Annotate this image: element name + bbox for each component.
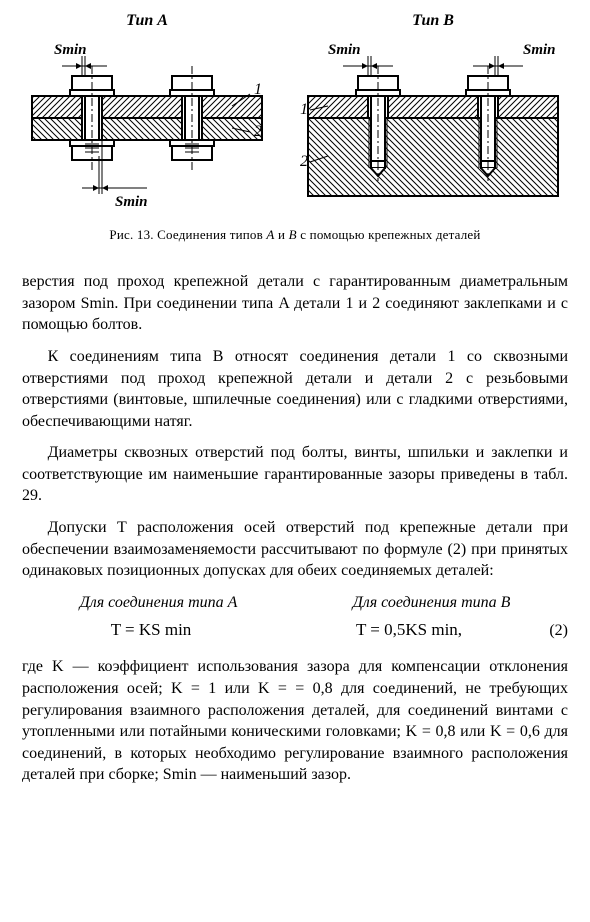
smin-label-top-a: Smin: [54, 42, 87, 58]
equation-b: T = 0,5KS min,: [280, 619, 538, 642]
figure-title-a: Тип A: [126, 10, 168, 32]
formula-labels-row: Для соединения типа A Для соединения тип…: [22, 592, 568, 614]
paragraph-3: Диаметры сквозных отверстий под болты, в…: [22, 442, 568, 507]
figure-caption: Рис. 13. Соединения типов A и B с помощь…: [22, 226, 568, 244]
paragraph-1: верстия под проход крепежной детали с га…: [22, 271, 568, 336]
smin-label-right-b: Smin: [523, 42, 556, 58]
figure-type-b: Тип B: [298, 10, 568, 216]
smin-label-bot-a: Smin: [115, 194, 148, 210]
paragraph-2: К соединениям типа B относят соединения …: [22, 346, 568, 432]
figure-row: Тип A: [22, 10, 568, 216]
formula-label-a: Для соединения типа A: [22, 592, 295, 614]
equation-number: (2): [538, 620, 568, 642]
figure-title-b: Тип B: [412, 10, 454, 32]
part-label-2a: 2: [254, 123, 262, 140]
paragraph-5: где K — коэффициент использования зазора…: [22, 656, 568, 786]
equation-a: T = KS min: [22, 619, 280, 642]
paragraph-4: Допуски T расположения осей отверстий по…: [22, 517, 568, 582]
part-label-1a: 1: [254, 81, 262, 98]
part-label-2b: 2: [300, 153, 308, 170]
part-label-1b: 1: [300, 101, 308, 118]
figure-type-a: Тип A: [22, 10, 272, 216]
formula-row: T = KS min T = 0,5KS min, (2): [22, 619, 568, 642]
formula-label-b: Для соединения типа B: [295, 592, 568, 614]
diagram-type-a: Smin Smin 1 2: [22, 36, 272, 216]
diagram-type-b: Smin Smin 1 2: [298, 36, 568, 216]
smin-label-left-b: Smin: [328, 42, 361, 58]
